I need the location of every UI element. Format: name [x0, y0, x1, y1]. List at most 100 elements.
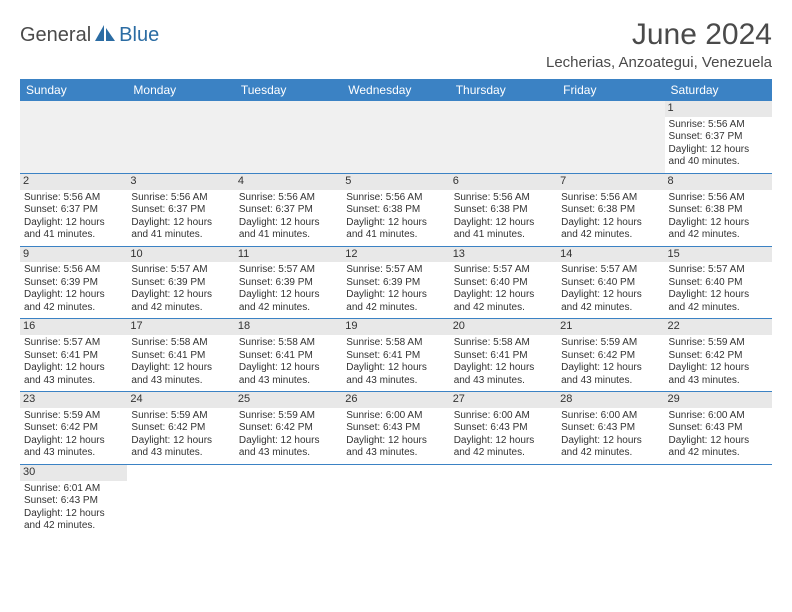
- day-number: 29: [665, 392, 772, 408]
- cell-line: Sunrise: 5:59 AM: [24, 410, 123, 423]
- cell-line: Daylight: 12 hours: [239, 435, 338, 448]
- location-text: Lecherias, Anzoategui, Venezuela: [546, 54, 772, 71]
- calendar-cell: 18Sunrise: 5:58 AMSunset: 6:41 PMDayligh…: [235, 319, 342, 392]
- cell-line: Daylight: 12 hours: [561, 217, 660, 230]
- cell-line: and 42 minutes.: [561, 302, 660, 315]
- cell-line: Sunrise: 5:58 AM: [346, 337, 445, 350]
- weekday-header: Wednesday: [342, 79, 449, 101]
- calendar-cell: 21Sunrise: 5:59 AMSunset: 6:42 PMDayligh…: [557, 319, 664, 392]
- cell-line: Sunrise: 5:57 AM: [239, 264, 338, 277]
- day-number: 17: [127, 319, 234, 335]
- cell-line: Daylight: 12 hours: [561, 289, 660, 302]
- cell-line: and 43 minutes.: [669, 375, 768, 388]
- cell-line: and 42 minutes.: [24, 302, 123, 315]
- cell-line: and 43 minutes.: [239, 375, 338, 388]
- cell-line: and 42 minutes.: [239, 302, 338, 315]
- header: General Blue June 2024 Lecherias, Anzoat…: [20, 18, 772, 71]
- cell-line: Daylight: 12 hours: [24, 289, 123, 302]
- day-number: 26: [342, 392, 449, 408]
- cell-line: and 42 minutes.: [561, 229, 660, 242]
- calendar-row: 23Sunrise: 5:59 AMSunset: 6:42 PMDayligh…: [20, 392, 772, 465]
- day-number: 18: [235, 319, 342, 335]
- cell-line: Sunset: 6:37 PM: [131, 204, 230, 217]
- cell-line: Sunrise: 6:00 AM: [669, 410, 768, 423]
- cell-line: Sunrise: 6:00 AM: [561, 410, 660, 423]
- title-block: June 2024 Lecherias, Anzoategui, Venezue…: [546, 18, 772, 71]
- calendar-cell: 3Sunrise: 5:56 AMSunset: 6:37 PMDaylight…: [127, 173, 234, 246]
- cell-line: Sunset: 6:40 PM: [561, 277, 660, 290]
- day-number: 2: [20, 174, 127, 190]
- cell-line: Sunset: 6:41 PM: [454, 350, 553, 363]
- calendar-cell: 7Sunrise: 5:56 AMSunset: 6:38 PMDaylight…: [557, 173, 664, 246]
- empty-cell: [127, 464, 234, 536]
- cell-line: Sunset: 6:39 PM: [24, 277, 123, 290]
- cell-line: Sunset: 6:43 PM: [346, 422, 445, 435]
- cell-line: Sunrise: 5:57 AM: [346, 264, 445, 277]
- logo: General Blue: [20, 24, 159, 47]
- cell-line: Sunset: 6:38 PM: [346, 204, 445, 217]
- cell-line: Sunset: 6:38 PM: [669, 204, 768, 217]
- cell-line: Daylight: 12 hours: [561, 435, 660, 448]
- cell-line: Sunset: 6:38 PM: [561, 204, 660, 217]
- calendar-cell: 23 Sunrise: 5:59 AMSunset: 6:42 PMDayligh…: [20, 392, 127, 465]
- calendar-cell: 5Sunrise: 5:56 AMSunset: 6:38 PMDaylight…: [342, 173, 449, 246]
- cell-line: and 43 minutes.: [346, 447, 445, 460]
- cell-line: Sunset: 6:41 PM: [24, 350, 123, 363]
- cell-line: Sunrise: 5:59 AM: [561, 337, 660, 350]
- day-number: 23: [20, 392, 127, 408]
- cell-line: Daylight: 12 hours: [131, 435, 230, 448]
- cell-line: Sunrise: 5:56 AM: [669, 192, 768, 205]
- empty-cell: [20, 101, 127, 173]
- cell-line: Sunset: 6:42 PM: [24, 422, 123, 435]
- cell-line: and 41 minutes.: [131, 229, 230, 242]
- cell-line: Daylight: 12 hours: [454, 435, 553, 448]
- calendar-row: 16Sunrise: 5:57 AMSunset: 6:41 PMDayligh…: [20, 319, 772, 392]
- calendar-cell: 11Sunrise: 5:57 AMSunset: 6:39 PMDayligh…: [235, 246, 342, 319]
- cell-line: Sunset: 6:42 PM: [561, 350, 660, 363]
- cell-line: Daylight: 12 hours: [131, 289, 230, 302]
- empty-cell: [235, 464, 342, 536]
- weekday-header: Sunday: [20, 79, 127, 101]
- day-number: 3: [127, 174, 234, 190]
- cell-line: Sunrise: 5:59 AM: [239, 410, 338, 423]
- cell-line: Sunset: 6:41 PM: [131, 350, 230, 363]
- cell-line: Daylight: 12 hours: [131, 362, 230, 375]
- cell-line: and 41 minutes.: [346, 229, 445, 242]
- day-number: 14: [557, 247, 664, 263]
- cell-line: Sunset: 6:38 PM: [454, 204, 553, 217]
- cell-line: Daylight: 12 hours: [346, 362, 445, 375]
- cell-line: Daylight: 12 hours: [24, 435, 123, 448]
- day-number: 1: [665, 101, 772, 117]
- calendar-row: 9Sunrise: 5:56 AMSunset: 6:39 PMDaylight…: [20, 246, 772, 319]
- cell-line: Daylight: 12 hours: [454, 289, 553, 302]
- cell-line: Sunrise: 5:56 AM: [561, 192, 660, 205]
- cell-line: Daylight: 12 hours: [454, 217, 553, 230]
- cell-line: Sunset: 6:43 PM: [454, 422, 553, 435]
- day-number: 16: [20, 319, 127, 335]
- calendar-cell: 29Sunrise: 6:00 AMSunset: 6:43 PMDayligh…: [665, 392, 772, 465]
- day-number: 22: [665, 319, 772, 335]
- day-number: 9: [20, 247, 127, 263]
- calendar-cell: 16Sunrise: 5:57 AMSunset: 6:41 PMDayligh…: [20, 319, 127, 392]
- day-number: 5: [342, 174, 449, 190]
- cell-line: and 43 minutes.: [131, 447, 230, 460]
- cell-line: Sunrise: 5:56 AM: [454, 192, 553, 205]
- empty-cell: [450, 464, 557, 536]
- cell-line: Sunset: 6:43 PM: [561, 422, 660, 435]
- day-number: 25: [235, 392, 342, 408]
- cell-line: and 43 minutes.: [24, 447, 123, 460]
- empty-cell: [127, 101, 234, 173]
- cell-line: Sunrise: 5:56 AM: [239, 192, 338, 205]
- cell-line: Sunset: 6:39 PM: [131, 277, 230, 290]
- day-number: 27: [450, 392, 557, 408]
- cell-line: and 42 minutes.: [669, 229, 768, 242]
- cell-line: Daylight: 12 hours: [346, 289, 445, 302]
- calendar-cell: 20Sunrise: 5:58 AMSunset: 6:41 PMDayligh…: [450, 319, 557, 392]
- cell-line: Sunset: 6:41 PM: [239, 350, 338, 363]
- cell-line: Sunrise: 5:57 AM: [669, 264, 768, 277]
- day-number: 20: [450, 319, 557, 335]
- empty-cell: [557, 464, 664, 536]
- cell-line: and 42 minutes.: [561, 447, 660, 460]
- cell-line: Sunset: 6:42 PM: [239, 422, 338, 435]
- cell-line: and 42 minutes.: [669, 447, 768, 460]
